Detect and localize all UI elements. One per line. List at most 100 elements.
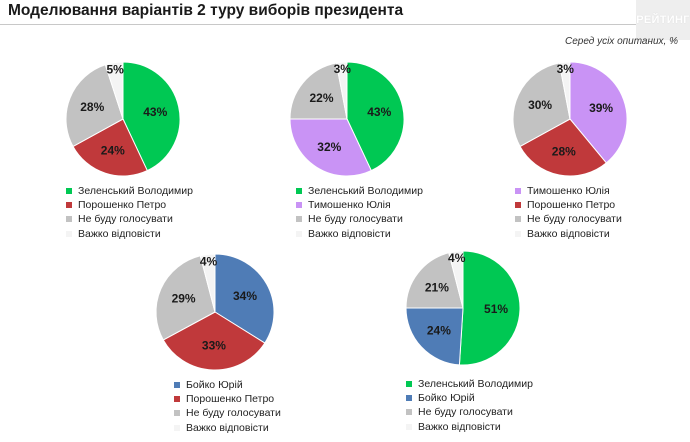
pie-chart-5: 51% 24% 21% 4% — [405, 250, 521, 366]
legend-label: Не буду голосувати — [418, 406, 513, 419]
legend-1-item-poroshenko: Порошенко Петро — [66, 198, 193, 212]
legend-label: Не буду голосувати — [527, 213, 622, 226]
legend-4-item-boyko: Бойко Юрій — [174, 378, 281, 392]
pie-1-slice-poroshenko — [72, 118, 148, 177]
chart-subtitle: Серед усіх опитаних, % — [564, 36, 678, 47]
pie-3-slice-tymoshenko — [569, 61, 628, 164]
legend-1-item-hard-to-say: Важко відповісти — [66, 227, 193, 241]
legend-3-item-poroshenko: Порошенко Петро — [515, 198, 622, 212]
legend-2-item-will-not-vote: Не буду голосувати — [296, 212, 423, 226]
legend-swatch — [66, 230, 72, 237]
legend-2-item-hard-to-say: Важко відповісти — [296, 227, 423, 241]
pie-chart-5-svg: 51% 24% 21% 4% — [405, 250, 521, 366]
legend-label: Не буду голосувати — [308, 213, 403, 226]
legend-swatch — [515, 216, 521, 223]
legend-4-item-will-not-vote: Не буду голосувати — [174, 406, 281, 420]
legend-3-item-will-not-vote: Не буду голосувати — [515, 212, 622, 226]
pie-5-label-boyko: 24% — [427, 324, 451, 338]
legend-label: Важко відповісти — [418, 420, 501, 433]
page-title: Моделювання варіантів 2 туру виборів пре… — [8, 2, 404, 19]
pie-2-label-zelensky: 43% — [367, 105, 391, 119]
legend-swatch — [296, 230, 302, 237]
pie-3-label-poroshenko: 28% — [552, 144, 576, 158]
legend-swatch — [296, 202, 302, 209]
pie-1-label-poroshenko: 24% — [101, 143, 125, 157]
logo-text: РЕЙТИНГ — [636, 14, 690, 26]
legend-swatch — [174, 382, 180, 389]
pie-2-label-will-not-vote: 22% — [310, 91, 334, 105]
legend-swatch — [296, 216, 302, 223]
pie-4-label-boyko: 34% — [233, 289, 257, 303]
pie-chart-3-svg: 39% 28% 30% 3% — [512, 61, 628, 177]
legend-swatch — [406, 395, 412, 402]
pie-2-label-tymoshenko: 32% — [317, 140, 341, 154]
pie-5-label-will-not-vote: 21% — [425, 281, 449, 295]
pie-1-label-will-not-vote: 28% — [80, 100, 104, 114]
pie-5-label-hard-to-say: 4% — [448, 251, 466, 265]
pie-4-label-poroshenko: 33% — [202, 339, 226, 353]
pie-1-slice-zelensky — [122, 61, 181, 172]
legend-swatch — [406, 423, 412, 430]
pie-4-slice-hard-to-say — [199, 253, 216, 313]
pie-5-slice-will-not-vote — [405, 252, 464, 309]
legend-4-item-poroshenko: Порошенко Петро — [174, 392, 281, 406]
legend-2: Зеленський Володимир Тимошенко Юлія Не буд… — [296, 184, 423, 241]
legend-label: Бойко Юрій — [418, 392, 475, 405]
legend-3-item-hard-to-say: Важко відповісти — [515, 227, 622, 241]
legend-swatch — [515, 188, 521, 195]
pie-2-slice-hard-to-say — [335, 61, 348, 120]
pie-5-label-zelensky: 51% — [484, 302, 508, 316]
pie-chart-4-svg: 34% 33% 29% 4% — [155, 253, 275, 371]
pie-3-label-hard-to-say: 3% — [557, 62, 575, 76]
pie-5-slice-boyko — [405, 307, 464, 366]
pie-5-slice-hard-to-say — [448, 250, 464, 309]
legend-swatch — [66, 188, 72, 195]
legend-label: Важко відповісти — [78, 227, 161, 240]
pie-2-label-hard-to-say: 3% — [334, 62, 352, 76]
pie-chart-2-svg: 43% 32% 22% 3% — [289, 61, 405, 177]
pie-4-label-will-not-vote: 29% — [172, 292, 196, 306]
pie-5-slice-zelensky — [458, 250, 521, 366]
legend-swatch — [174, 410, 180, 417]
legend-5-item-zelensky: Зеленський Володимир — [406, 377, 533, 391]
pie-chart-2: 43% 32% 22% 3% — [289, 61, 405, 177]
pie-4-slice-will-not-vote — [155, 255, 216, 341]
legend-5-item-boyko: Бойко Юрій — [406, 391, 533, 405]
pie-3-slice-poroshenko — [519, 118, 608, 177]
rating-logo: РЕЙТИНГ — [636, 0, 690, 40]
legend-label: Порошенко Петро — [78, 199, 167, 212]
legend-label: Зеленський Володимир — [78, 185, 193, 198]
legend-swatch — [174, 396, 180, 403]
pie-3-slice-hard-to-say — [558, 61, 571, 120]
legend-label: Тимошенко Юлія — [308, 199, 391, 212]
legend-label: Тимошенко Юлія — [527, 185, 610, 198]
legend-label: Не буду голосувати — [78, 213, 173, 226]
legend-label: Порошенко Петро — [527, 199, 616, 212]
legend-label: Зеленський Володимир — [418, 378, 533, 391]
legend-1-item-will-not-vote: Не буду голосувати — [66, 212, 193, 226]
legend-label: Важко відповісти — [527, 227, 610, 240]
legend-swatch — [515, 230, 521, 237]
pie-1-label-hard-to-say: 5% — [106, 62, 124, 76]
legend-swatch — [66, 202, 72, 209]
pie-chart-4: 34% 33% 29% 4% — [155, 253, 275, 371]
pie-chart-1-svg: 43% 24% 28% 5% — [65, 61, 181, 177]
pie-1-slice-will-not-vote — [65, 64, 124, 148]
legend-swatch — [296, 188, 302, 195]
legend-4: Бойко Юрій Порошенко Петро Не буду голосув… — [174, 378, 281, 435]
title-divider — [0, 24, 690, 25]
pie-3-label-tymoshenko: 39% — [589, 101, 613, 115]
pie-2-slice-tymoshenko — [289, 118, 372, 177]
legend-label: Не буду голосувати — [186, 407, 281, 420]
legend-label: Важко відповісти — [308, 227, 391, 240]
legend-label: Бойко Юрій — [186, 379, 243, 392]
legend-label: Важко відповісти — [186, 421, 269, 434]
legend-3: Тимошенко Юлія Порошенко Петро Не буду гол… — [515, 184, 622, 241]
legend-5: Зеленський Володимир Бойко Юрій Не буду го… — [406, 377, 533, 434]
pie-1-label-zelensky: 43% — [143, 105, 167, 119]
pie-chart-1: 43% 24% 28% 5% — [65, 61, 181, 177]
pie-4-label-hard-to-say: 4% — [200, 254, 218, 268]
pie-3-slice-will-not-vote — [512, 62, 571, 148]
legend-swatch — [406, 409, 412, 416]
legend-2-item-tymoshenko: Тимошенко Юлія — [296, 198, 423, 212]
